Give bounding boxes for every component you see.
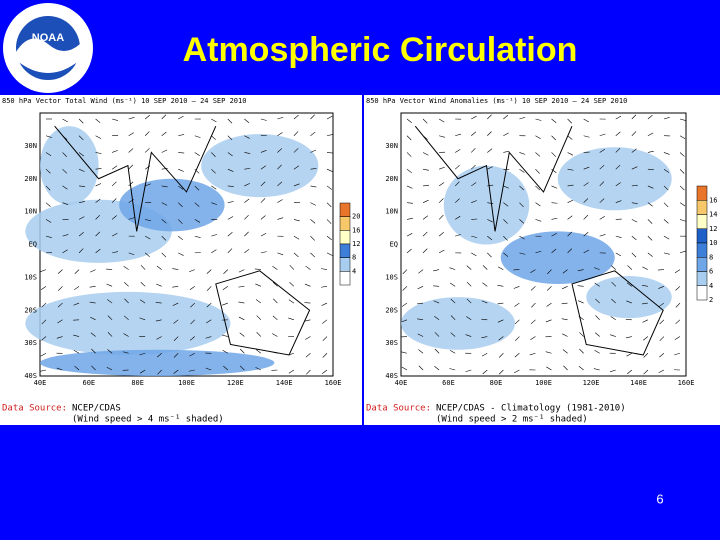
lon-label: 140E — [276, 379, 293, 387]
colorbar-label: 6 — [709, 268, 713, 276]
lat-label: 20N — [24, 175, 37, 183]
lon-label: 160E — [325, 379, 342, 387]
lat-label: EQ — [29, 241, 37, 249]
colorbar-label: 8 — [352, 254, 356, 262]
lon-label: 120E — [583, 379, 600, 387]
colorbar-label: 4 — [352, 267, 356, 275]
lon-label: 160E — [678, 379, 695, 387]
wind-shading — [119, 179, 224, 232]
colorbar-segment — [697, 243, 707, 257]
colorbar-label: 8 — [709, 253, 713, 261]
colorbar-label: 10 — [709, 239, 717, 247]
lat-label: 30S — [24, 339, 37, 347]
wind-shading — [401, 297, 515, 350]
wind-shading — [25, 292, 230, 355]
lat-label: 10S — [24, 273, 37, 281]
wind-shading — [201, 134, 318, 197]
colorbar-label: 4 — [709, 282, 713, 290]
panels: 850 hPa Vector Total Wind (ms⁻¹) 10 SEP … — [0, 95, 720, 425]
lat-label: 20S — [385, 306, 398, 314]
colorbar-segment — [697, 200, 707, 214]
lon-label: 60E — [83, 379, 96, 387]
lon-label: 100E — [178, 379, 195, 387]
lat-label: 20N — [385, 175, 398, 183]
lat-label: 20S — [24, 306, 37, 314]
colorbar-label: 16 — [352, 226, 360, 234]
svg-text:NOAA: NOAA — [32, 32, 64, 44]
lat-label: 30S — [385, 339, 398, 347]
colorbar-segment — [697, 257, 707, 271]
lon-label: 60E — [442, 379, 455, 387]
lat-label: 30N — [385, 142, 398, 150]
colorbar-segment — [340, 271, 350, 285]
panel-title: 850 hPa Vector Total Wind (ms⁻¹) 10 SEP … — [2, 97, 246, 105]
wind-shading — [40, 350, 274, 376]
colorbar-label: 16 — [709, 196, 717, 204]
map — [401, 113, 686, 376]
lon-label: 40E — [34, 379, 47, 387]
page-number: 6 — [656, 491, 663, 506]
lon-label: 140E — [630, 379, 647, 387]
lon-label: 80E — [490, 379, 503, 387]
lon-label: 120E — [227, 379, 244, 387]
lat-label: EQ — [390, 241, 398, 249]
colorbar-label: 20 — [352, 213, 360, 221]
colorbar-segment — [340, 203, 350, 217]
lat-label: 10S — [385, 273, 398, 281]
lat-label: 30N — [24, 142, 37, 150]
lon-label: 80E — [131, 379, 144, 387]
lon-label: 40E — [395, 379, 408, 387]
colorbar-segment — [697, 215, 707, 229]
colorbar-label: 12 — [352, 240, 360, 248]
colorbar-segment — [340, 258, 350, 272]
map-panel: 850 hPa Vector Total Wind (ms⁻¹) 10 SEP … — [0, 95, 362, 425]
noaa-logo: NOAA — [3, 3, 93, 93]
panel-title: 850 hPa Vector Wind Anomalies (ms⁻¹) 10 … — [366, 97, 627, 105]
slide-title: Atmospheric Circulation — [183, 31, 578, 69]
colorbar-segment — [697, 286, 707, 300]
map — [25, 113, 333, 376]
shading-note: (Wind speed > 4 ms⁻¹ shaded) — [72, 415, 224, 425]
colorbar-label: 2 — [709, 296, 713, 304]
colorbar-label: 14 — [709, 211, 717, 219]
source: NCEP/CDAS — [72, 404, 121, 414]
source-label: Data Source: — [366, 404, 431, 414]
shading-note: (Wind speed > 2 ms⁻¹ shaded) — [436, 415, 588, 425]
lat-label: 10N — [24, 208, 37, 216]
map-panel: 850 hPa Vector Wind Anomalies (ms⁻¹) 10 … — [364, 95, 720, 425]
colorbar-segment — [697, 229, 707, 243]
colorbar-segment — [340, 244, 350, 258]
colorbar-segment — [697, 272, 707, 286]
lat-label: 10N — [385, 208, 398, 216]
colorbar-segment — [697, 186, 707, 200]
wind-shading — [558, 147, 672, 210]
source: NCEP/CDAS - Climatology (1981-2010) — [436, 404, 626, 414]
colorbar-label: 12 — [709, 225, 717, 233]
colorbar-segment — [340, 217, 350, 231]
wind-shading — [40, 126, 99, 205]
source-label: Data Source: — [2, 404, 67, 414]
colorbar-segment — [340, 230, 350, 244]
lon-label: 100E — [535, 379, 552, 387]
